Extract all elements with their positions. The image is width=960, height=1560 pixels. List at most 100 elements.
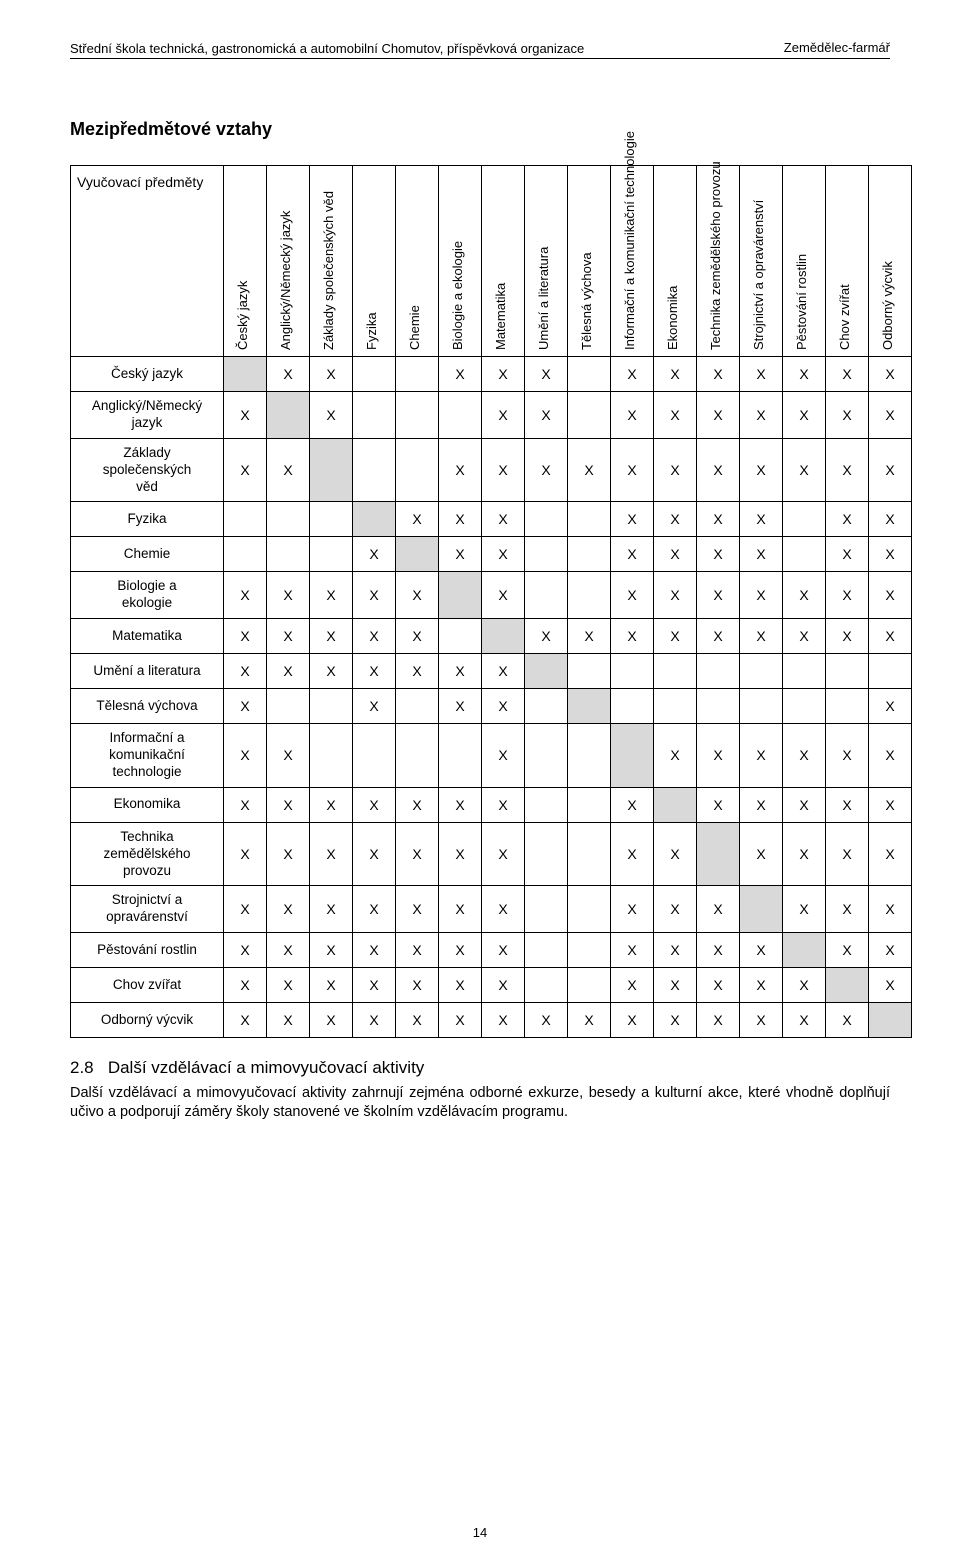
matrix-cell: X (869, 968, 912, 1003)
matrix-cell: X (310, 357, 353, 392)
matrix-cell: X (697, 392, 740, 439)
matrix-cell: X (353, 619, 396, 654)
matrix-cell: X (654, 502, 697, 537)
matrix-cell: X (783, 787, 826, 822)
matrix-cell: X (697, 572, 740, 619)
matrix-cell: X (697, 724, 740, 788)
matrix-cell (310, 724, 353, 788)
matrix-cell: X (740, 968, 783, 1003)
matrix-cell (568, 724, 611, 788)
table-body: Český jazykXXXXXXXXXXXXAnglický/Německýj… (71, 357, 912, 1038)
matrix-cell: X (869, 438, 912, 502)
matrix-cell (740, 689, 783, 724)
matrix-cell: X (396, 933, 439, 968)
matrix-cell (826, 968, 869, 1003)
table-head: Vyučovací předmětyČeský jazykAnglický/Ně… (71, 166, 912, 357)
matrix-cell (267, 392, 310, 439)
matrix-cell: X (267, 787, 310, 822)
matrix-cell (267, 689, 310, 724)
matrix-cell (525, 822, 568, 886)
matrix-cell (654, 654, 697, 689)
matrix-cell: X (310, 787, 353, 822)
matrix-cell: X (224, 933, 267, 968)
matrix-cell (568, 537, 611, 572)
matrix-cell (396, 392, 439, 439)
matrix-cell: X (654, 619, 697, 654)
subsection-number: 2.8 (70, 1058, 94, 1077)
matrix-cell: X (654, 724, 697, 788)
matrix-cell: X (654, 822, 697, 886)
matrix-cell: X (267, 654, 310, 689)
matrix-cell: X (826, 822, 869, 886)
matrix-cell: X (826, 438, 869, 502)
row-header: Umění a literatura (71, 654, 224, 689)
matrix-cell (439, 392, 482, 439)
subject-matrix-table: Vyučovací předmětyČeský jazykAnglický/Ně… (70, 165, 912, 1038)
matrix-cell: X (353, 1003, 396, 1038)
matrix-cell: X (740, 438, 783, 502)
matrix-cell: X (697, 886, 740, 933)
matrix-cell: X (439, 968, 482, 1003)
matrix-cell: X (697, 968, 740, 1003)
matrix-cell: X (783, 619, 826, 654)
matrix-cell: X (654, 357, 697, 392)
matrix-cell: X (396, 619, 439, 654)
matrix-cell: X (740, 357, 783, 392)
matrix-cell: X (353, 537, 396, 572)
row-header: Technikazemědělskéhoprovozu (71, 822, 224, 886)
col-header: Matematika (482, 166, 525, 357)
matrix-cell: X (482, 689, 525, 724)
matrix-cell: X (267, 968, 310, 1003)
header-school: Střední škola technická, gastronomická a… (70, 41, 584, 56)
matrix-cell (396, 724, 439, 788)
matrix-cell: X (482, 537, 525, 572)
matrix-cell (568, 572, 611, 619)
matrix-cell (310, 689, 353, 724)
row-header: Ekonomika (71, 787, 224, 822)
matrix-cell: X (740, 724, 783, 788)
matrix-cell: X (826, 357, 869, 392)
matrix-cell (396, 438, 439, 502)
row-header: Odborný výcvik (71, 1003, 224, 1038)
matrix-cell: X (869, 886, 912, 933)
table-row: FyzikaXXXXXXXXX (71, 502, 912, 537)
matrix-cell (740, 886, 783, 933)
subsection-heading: Další vzdělávací a mimovyučovací aktivit… (108, 1058, 425, 1077)
table-row: Strojnictví aopravárenstvíXXXXXXXXXXXXX (71, 886, 912, 933)
matrix-cell: X (224, 886, 267, 933)
col-header: Biologie a ekologie (439, 166, 482, 357)
matrix-cell (525, 654, 568, 689)
matrix-cell (611, 724, 654, 788)
matrix-cell: X (568, 1003, 611, 1038)
matrix-cell: X (439, 822, 482, 886)
matrix-cell: X (525, 438, 568, 502)
matrix-cell (439, 572, 482, 619)
matrix-cell: X (482, 787, 525, 822)
matrix-cell: X (568, 438, 611, 502)
matrix-cell (482, 619, 525, 654)
matrix-cell (224, 357, 267, 392)
matrix-cell: X (267, 572, 310, 619)
matrix-cell: X (611, 787, 654, 822)
matrix-cell: X (611, 619, 654, 654)
matrix-cell: X (224, 822, 267, 886)
matrix-cell: X (611, 392, 654, 439)
matrix-cell: X (224, 619, 267, 654)
matrix-cell: X (568, 619, 611, 654)
matrix-cell: X (224, 689, 267, 724)
row-header: Strojnictví aopravárenství (71, 886, 224, 933)
matrix-cell: X (869, 502, 912, 537)
matrix-cell (353, 438, 396, 502)
table-row: MatematikaXXXXXXXXXXXXXX (71, 619, 912, 654)
matrix-cell (525, 537, 568, 572)
matrix-cell: X (697, 933, 740, 968)
matrix-cell: X (611, 1003, 654, 1038)
matrix-cell (654, 787, 697, 822)
matrix-cell: X (783, 822, 826, 886)
matrix-cell (654, 689, 697, 724)
matrix-cell: X (740, 619, 783, 654)
matrix-cell: X (654, 968, 697, 1003)
matrix-cell (439, 724, 482, 788)
matrix-cell: X (654, 392, 697, 439)
matrix-cell: X (869, 689, 912, 724)
